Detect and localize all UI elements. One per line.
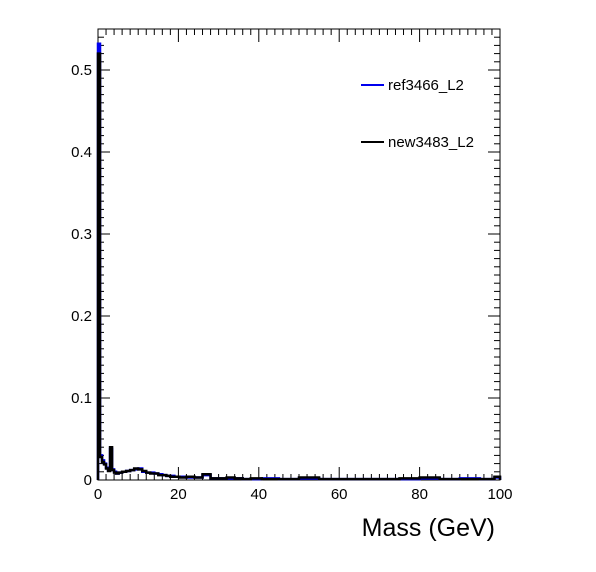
x-tick-label: 20 (170, 486, 187, 503)
x-tick-label: 60 (331, 486, 348, 503)
legend: ref3466_L2 new3483_L2 (356, 64, 484, 168)
series-line-new3483_L2 (96, 52, 502, 481)
y-tick-label: 0.4 (71, 144, 92, 161)
series-layer (96, 42, 502, 481)
x-axis-title: Mass (GeV) (362, 514, 495, 542)
y-tick-label: 0.3 (71, 226, 92, 243)
x-tick-label: 100 (487, 486, 512, 503)
y-axis-ticks: 0 0.1 0.2 0.3 0.4 0.5 (71, 28, 500, 489)
y-tick-label: 0.2 (71, 308, 92, 325)
legend-label-new3483_L2: new3483_L2 (388, 134, 474, 151)
legend-label-ref3466_L2: ref3466_L2 (388, 77, 464, 94)
legend-box (356, 64, 484, 168)
y-tick-label: 0 (84, 472, 92, 489)
x-tick-label: 0 (94, 486, 102, 503)
x-tick-label: 80 (411, 486, 428, 503)
y-tick-label: 0.1 (71, 390, 92, 407)
y-tick-label: 0.5 (71, 62, 92, 79)
x-tick-label: 40 (250, 486, 267, 503)
